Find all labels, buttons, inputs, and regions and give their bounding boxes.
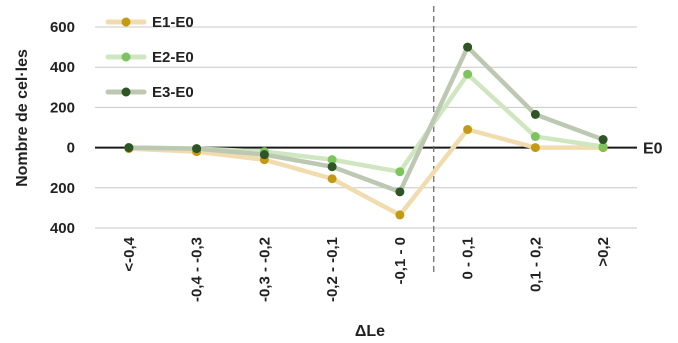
legend: E1-E0 E2-E0 E3-E0 [105, 14, 194, 101]
legend-marker [121, 87, 131, 97]
legend-label: E2-E0 [152, 49, 194, 66]
grid-lines [95, 26, 637, 229]
y-axis-label: Nombre de cel·les [14, 49, 31, 187]
data-point [463, 125, 473, 135]
data-point [530, 143, 540, 153]
y-tick-label: 400 [50, 220, 75, 237]
x-tick-label: -0,1 - 0 [392, 237, 409, 285]
data-point [327, 162, 337, 172]
series-line [126, 71, 606, 174]
legend-marker [121, 17, 131, 27]
data-point [327, 155, 337, 165]
data-point [192, 144, 202, 154]
series-line [126, 44, 606, 195]
x-tick-label: <-0,4 [121, 236, 138, 271]
x-tick-label: -0,3 - -0,2 [256, 237, 273, 302]
data-point [124, 143, 134, 153]
data-point [259, 150, 269, 160]
series-line [126, 127, 606, 218]
y-tick-labels: 600 400 200 0 200 400 [50, 19, 75, 237]
data-point [395, 167, 405, 177]
data-point [530, 132, 540, 142]
y-tick-label: 600 [50, 19, 75, 36]
x-tick-label: 0,1 - 0,2 [527, 237, 544, 292]
series-group [124, 42, 608, 220]
y-tick-label: 200 [50, 180, 75, 197]
legend-label: E1-E0 [152, 14, 194, 31]
x-tick-label: -0,4 - -0,3 [189, 237, 206, 302]
data-point [598, 135, 608, 145]
x-tick-label: 0 - 0,1 [460, 237, 477, 280]
legend-marker [121, 52, 131, 62]
data-point [598, 142, 608, 152]
data-point [327, 174, 337, 184]
legend-label: E3-E0 [152, 84, 194, 101]
y-tick-label: 200 [50, 99, 75, 116]
data-point [463, 69, 473, 79]
data-point [463, 42, 473, 52]
reference-line-label: E0 [643, 141, 663, 158]
x-tick-label: -0,2 - -0,1 [324, 237, 341, 302]
data-point [530, 109, 540, 119]
data-point [395, 187, 405, 197]
x-tick-label: >0,2 [595, 237, 612, 267]
x-axis-label: ΔLe [355, 323, 385, 340]
data-point [395, 210, 405, 220]
y-tick-label: 400 [50, 59, 75, 76]
x-tick-labels: <-0,4 -0,4 - -0,3 -0,3 - -0,2 -0,2 - -0,1 -0… [121, 236, 612, 302]
y-tick-label: 0 [67, 140, 75, 157]
